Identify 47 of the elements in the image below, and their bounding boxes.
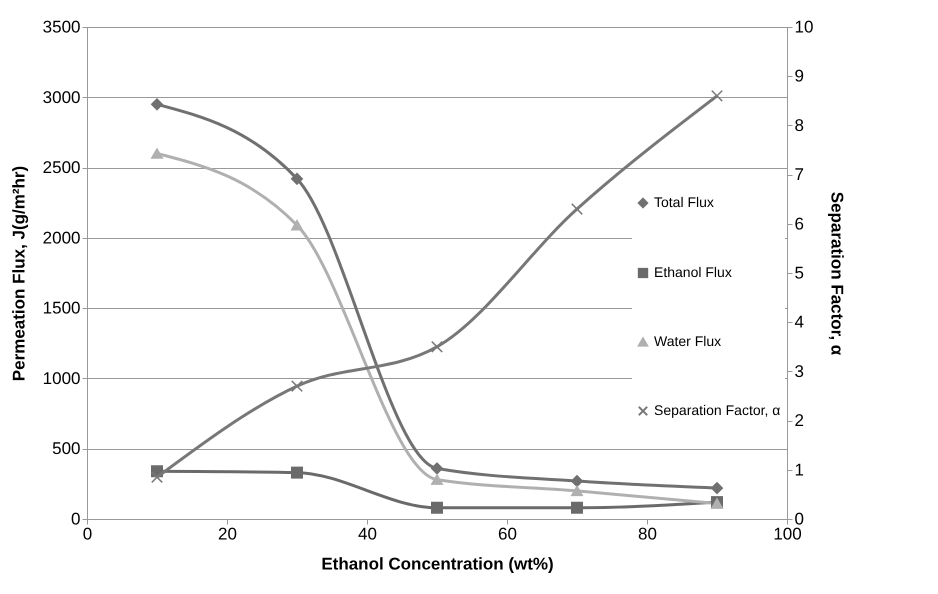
- y-tick-label: 0: [71, 510, 80, 528]
- y-axis-title: Permeation Flux, J(g/m²hr): [10, 166, 29, 382]
- y2-tick-label: 3: [794, 362, 804, 381]
- y-tick-label: 1000: [42, 368, 80, 388]
- point: [711, 90, 723, 102]
- y2-tick-label: 8: [794, 116, 804, 135]
- legend-label: Total Flux: [654, 194, 714, 210]
- y-tick-label: 3000: [42, 88, 80, 107]
- x-tick-label: 40: [358, 524, 377, 544]
- x-tick-label: 20: [218, 524, 237, 544]
- y-tick-label: 2000: [42, 228, 80, 248]
- point: [571, 486, 583, 496]
- point: [291, 466, 303, 479]
- point: [431, 462, 443, 474]
- y2-tick-label: 2: [794, 411, 804, 430]
- y2-tick-label: 7: [794, 165, 804, 184]
- y-tick-label: 500: [52, 439, 80, 458]
- point: [291, 172, 303, 185]
- point: [291, 220, 303, 230]
- x-axis-title: Ethanol Concentration (wt%): [321, 554, 554, 574]
- legend-label: Ethanol Flux: [654, 264, 732, 280]
- point: [151, 98, 163, 110]
- point: [571, 475, 583, 488]
- y-tick-label: 3500: [42, 18, 80, 36]
- y2-tick-label: 1: [794, 460, 804, 480]
- point: [151, 471, 163, 484]
- point: [291, 380, 303, 392]
- point: [431, 340, 443, 353]
- point: [571, 502, 583, 514]
- y-tick-label: 1500: [42, 298, 80, 318]
- y2-tick-label: 4: [794, 312, 804, 332]
- y2-tick-label: 5: [794, 264, 804, 282]
- point: [431, 502, 443, 514]
- y2-tick-label: 9: [794, 66, 804, 86]
- legend-label: Separation Factor, α: [654, 402, 780, 418]
- x-tick-label: 60: [498, 524, 517, 544]
- point: [151, 148, 163, 159]
- x-tick-label: 0: [82, 524, 92, 544]
- y2-axis-title: Separation Factor, α: [827, 192, 846, 356]
- legend-label: Water Flux: [654, 333, 722, 349]
- y2-tick-label: 10: [794, 18, 814, 36]
- point: [431, 474, 443, 485]
- y2-tick-label: 6: [794, 214, 804, 234]
- x-tick-label: 80: [638, 524, 657, 544]
- point: [571, 203, 583, 216]
- y-tick-label: 2500: [42, 158, 80, 178]
- point: [711, 482, 723, 494]
